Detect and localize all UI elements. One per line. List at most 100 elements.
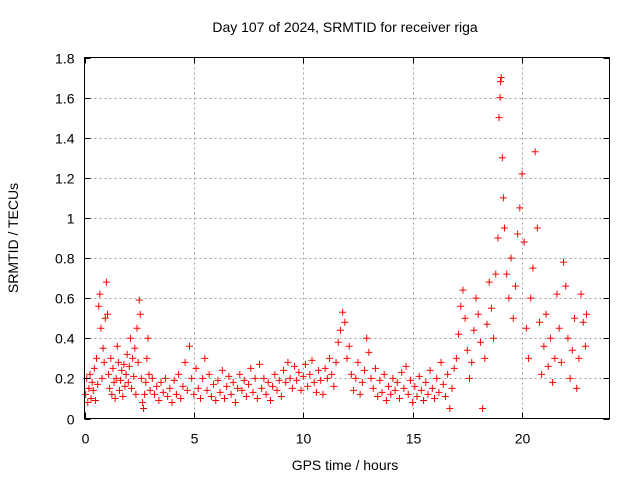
data-point: [249, 388, 257, 396]
data-point: [328, 370, 336, 378]
data-point: [286, 374, 294, 382]
data-point: [356, 390, 364, 398]
data-point: [326, 354, 333, 362]
data-point: [518, 170, 526, 178]
data-point: [234, 384, 242, 392]
data-point: [110, 378, 118, 386]
axis-ticks: 0 0.2 0.4 0.6 0.8 1 1.2 1.4 1.6 1.8 0 5 10 15 20: [55, 51, 610, 447]
data-point: [495, 114, 503, 122]
data-point: [229, 378, 237, 386]
data-point: [315, 366, 323, 374]
data-point: [82, 390, 90, 398]
data-point: [498, 154, 506, 162]
data-point: [398, 368, 406, 376]
y-tick-label: 1.8: [55, 51, 75, 67]
data-point: [452, 354, 460, 362]
data-point: [479, 404, 487, 412]
data-point: [536, 318, 543, 326]
data-point: [134, 358, 142, 366]
data-point: [511, 282, 519, 290]
data-point: [89, 386, 97, 394]
data-point: [107, 354, 115, 362]
data-point: [242, 392, 250, 400]
data-point: [175, 370, 183, 378]
data-point: [433, 374, 441, 382]
data-point: [103, 310, 111, 318]
data-point: [544, 362, 552, 370]
data-point: [336, 326, 344, 334]
data-point: [95, 302, 103, 310]
data-point: [581, 342, 589, 350]
data-point: [317, 376, 325, 384]
data-point: [444, 370, 452, 378]
data-point: [507, 254, 515, 262]
data-point: [113, 342, 121, 350]
data-point: [389, 374, 397, 382]
data-point: [470, 326, 478, 334]
data-point: [363, 334, 371, 342]
data-point: [494, 234, 502, 242]
data-point: [124, 378, 132, 386]
data-point: [275, 376, 283, 384]
data-point: [308, 356, 316, 364]
y-tick-label: 0: [67, 412, 75, 428]
data-point: [223, 382, 231, 390]
y-tick-label: 0.8: [55, 251, 75, 267]
data-point: [247, 364, 255, 372]
data-point: [468, 358, 476, 366]
data-point: [93, 354, 101, 362]
data-point: [297, 386, 305, 394]
data-point: [280, 366, 288, 374]
x-tick-label: 10: [296, 431, 312, 447]
data-point: [245, 380, 253, 388]
data-point: [170, 376, 178, 384]
data-point: [352, 374, 360, 382]
data-point: [542, 310, 550, 318]
x-tick-label: 0: [82, 431, 90, 447]
data-point: [466, 374, 473, 382]
data-point: [114, 358, 122, 366]
data-point: [119, 392, 127, 400]
data-point: [148, 374, 156, 382]
data-point: [146, 386, 154, 394]
data-point: [474, 310, 482, 318]
data-point: [194, 384, 202, 392]
data-point: [361, 366, 368, 374]
data-point: [516, 204, 524, 212]
y-tick-label: 0.2: [55, 371, 75, 387]
data-point: [378, 388, 386, 396]
data-point: [277, 392, 285, 400]
data-point: [271, 370, 279, 378]
data-point: [188, 374, 196, 382]
data-point: [236, 370, 244, 378]
data-point: [573, 384, 581, 392]
data-point: [435, 388, 443, 396]
data-point: [136, 310, 144, 318]
data-point: [102, 278, 110, 286]
data-point: [358, 378, 366, 386]
data-point: [319, 390, 327, 398]
data-point: [391, 386, 399, 394]
data-point: [520, 238, 528, 246]
data-point: [282, 378, 290, 386]
data-point: [218, 366, 226, 374]
y-tick-label: 1.4: [55, 131, 75, 147]
data-point: [345, 342, 353, 350]
data-point: [145, 370, 153, 378]
data-point: [135, 296, 143, 304]
data-point: [566, 374, 574, 382]
data-point: [441, 392, 449, 400]
data-point: [424, 390, 432, 398]
data-point: [251, 374, 259, 382]
data-point: [164, 392, 172, 400]
data-point: [369, 384, 377, 392]
data-point: [463, 346, 471, 354]
data-point: [485, 278, 493, 286]
data-point: [143, 354, 151, 362]
data-point: [387, 390, 395, 398]
data-point: [106, 384, 114, 392]
data-point: [264, 378, 272, 386]
data-point: [142, 378, 150, 386]
data-point: [304, 382, 312, 390]
data-point: [121, 382, 129, 390]
